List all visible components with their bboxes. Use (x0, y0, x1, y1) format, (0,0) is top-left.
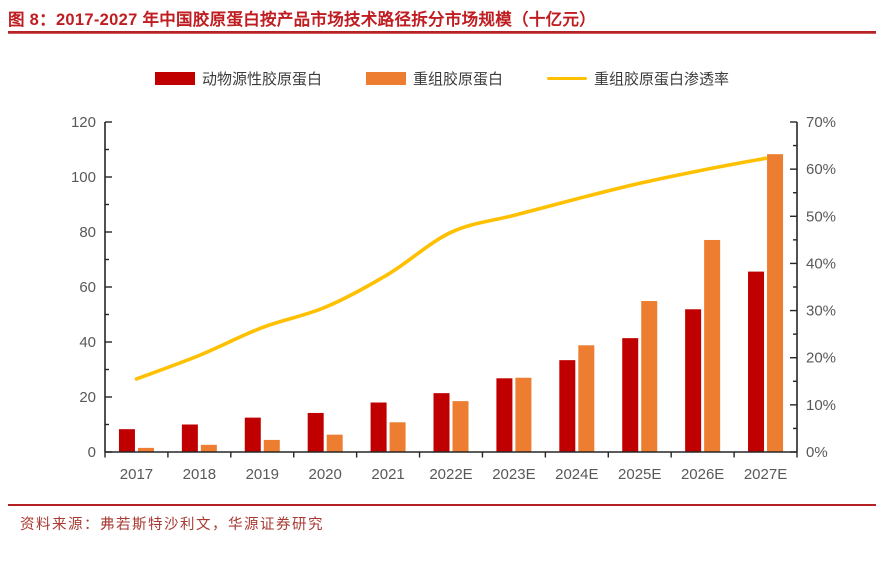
x-axis-label: 2017 (120, 466, 153, 483)
source-divider (8, 504, 876, 506)
recombinant-bar-2018 (200, 444, 217, 452)
recombinant-bar-2024E (578, 345, 595, 452)
source-note: 资料来源：弗若斯特沙利文，华源证券研究 (20, 517, 324, 533)
right-axis-tick: 10% (806, 397, 836, 414)
legend-item-animal: 动物源性胶原蛋白 (154, 68, 322, 89)
right-axis-tick: 40% (806, 255, 836, 272)
recombinant-bar-2020 (326, 434, 343, 452)
animal-bar-2024E (559, 360, 576, 452)
penetration-line (134, 156, 768, 381)
legend-label-penetration: 重组胶原蛋白渗透率 (594, 71, 730, 88)
animal-bar-swatch (154, 72, 195, 85)
x-axis-label: 2023E (492, 466, 535, 483)
animal-bar-2021 (370, 402, 387, 452)
right-axis-tick: 60% (806, 161, 836, 178)
x-axis-label: 2025E (618, 466, 661, 483)
chart-legend: 动物源性胶原蛋白 重组胶原蛋白 重组胶原蛋白渗透率 (0, 68, 884, 89)
animal-bar-2017 (118, 429, 135, 452)
x-axis-label: 2026E (681, 466, 724, 483)
penetration-line-swatch (547, 76, 587, 81)
animal-bar-2019 (244, 417, 261, 452)
legend-label-recombinant: 重组胶原蛋白 (412, 71, 503, 88)
x-axis-label: 2019 (246, 466, 279, 483)
left-axis-tick: 0 (88, 444, 96, 461)
left-axis-tick: 100 (71, 169, 96, 186)
right-axis-tick: 0% (806, 444, 828, 461)
x-axis-label: 2024E (555, 466, 598, 483)
animal-bar-2018 (181, 424, 198, 452)
legend-label-animal: 动物源性胶原蛋白 (201, 71, 322, 88)
left-axis-tick: 20 (79, 389, 96, 406)
x-axis-label: 2027E (744, 466, 787, 483)
axis-ticks (104, 121, 798, 458)
x-axis-label: 2020 (308, 466, 341, 483)
animal-bar-2023E (496, 378, 513, 452)
animal-bar-2020 (307, 412, 324, 452)
x-axis-label: 2018 (183, 466, 216, 483)
left-axis-tick: 120 (71, 114, 96, 131)
recombinant-bar-2021 (389, 422, 406, 452)
left-axis-tick: 80 (79, 224, 96, 241)
legend-item-penetration: 重组胶原蛋白渗透率 (547, 68, 729, 89)
right-axis-tick: 70% (806, 114, 836, 131)
right-axis-tick: 20% (806, 350, 836, 367)
left-axis-tick: 60 (79, 279, 96, 296)
animal-bar-2022E (433, 393, 450, 452)
axis-labels: 0 20 40 60 80 100 120 0% 10% 20% 30% 40% 50% 60% 70% 20… (71, 114, 836, 483)
right-axis-tick: 30% (806, 303, 836, 320)
figure-title: 图 8：2017-2027 年中国胶原蛋白按产品市场技术路径拆分市场规模（十亿元… (8, 11, 597, 29)
animal-bar-2026E (685, 309, 702, 452)
left-axis-tick: 40 (79, 334, 96, 351)
recombinant-bar-2023E (515, 377, 532, 452)
x-axis-label: 2022E (429, 466, 472, 483)
recombinant-bars (137, 154, 784, 453)
x-axis-label: 2021 (371, 466, 404, 483)
animal-bar-2025E (622, 338, 639, 452)
title-divider (8, 31, 876, 34)
recombinant-bar-swatch (365, 72, 406, 85)
animal-bars (118, 271, 765, 452)
right-axis-tick: 50% (806, 208, 836, 225)
recombinant-bar-2027E (767, 154, 784, 453)
recombinant-bar-2022E (452, 401, 469, 452)
legend-item-recombinant: 重组胶原蛋白 (365, 68, 503, 89)
recombinant-bar-2026E (704, 239, 721, 452)
recombinant-bar-2019 (263, 439, 280, 452)
animal-bar-2027E (748, 271, 765, 452)
recombinant-bar-2017 (137, 447, 154, 452)
recombinant-bar-2025E (641, 301, 658, 452)
